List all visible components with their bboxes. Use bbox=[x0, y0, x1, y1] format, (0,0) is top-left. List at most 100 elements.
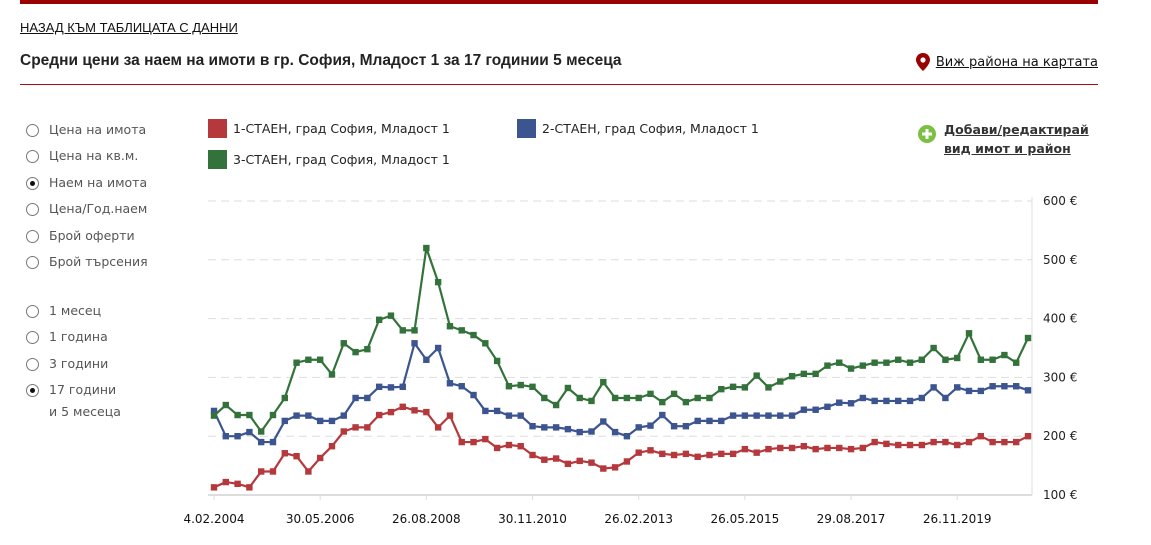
back-to-table-link[interactable]: НАЗАД КЪМ ТАБЛИЦАТА С ДАННИ bbox=[20, 20, 238, 35]
series-2-point bbox=[482, 407, 489, 415]
radio-label: Брой търсения bbox=[49, 251, 148, 273]
radio-circle[interactable] bbox=[26, 331, 39, 344]
series-3-point bbox=[836, 359, 843, 366]
series-3-point bbox=[269, 411, 277, 419]
radio-circle[interactable] bbox=[26, 256, 39, 269]
add-edit-property-link[interactable]: Добави/редактирай вид имот и район bbox=[918, 119, 1089, 157]
series-line-3 bbox=[213, 246, 1029, 433]
series-3-point bbox=[340, 340, 347, 347]
radio-circle[interactable] bbox=[26, 150, 39, 163]
series-1-point bbox=[706, 451, 713, 459]
series-2-point bbox=[706, 417, 713, 425]
series-3-point bbox=[352, 348, 359, 356]
map-pin-icon bbox=[915, 53, 930, 71]
metric-radio-4[interactable]: Брой оферти bbox=[26, 228, 135, 247]
series-1-point bbox=[647, 447, 654, 454]
series-2-point bbox=[682, 423, 690, 430]
series-2-point bbox=[257, 438, 265, 446]
series-2-point bbox=[529, 423, 536, 430]
series-1-point bbox=[670, 451, 678, 459]
add-link-line1: Добави/редактирай bbox=[944, 122, 1089, 137]
series-3-point bbox=[505, 383, 513, 390]
series-1-point bbox=[246, 484, 253, 491]
series-1-point bbox=[718, 450, 725, 458]
series-2-point bbox=[812, 406, 819, 413]
legend-label: 2-СТАЕН, град София, Младост 1 bbox=[542, 121, 759, 136]
series-2-point bbox=[765, 412, 772, 419]
page-title: Средни цени за наем на имоти в гр. София… bbox=[20, 52, 622, 69]
radio-label: Цена на кв.м. bbox=[49, 145, 138, 167]
series-3-point bbox=[446, 323, 454, 330]
metric-radio-1[interactable]: Цена на кв.м. bbox=[26, 148, 138, 167]
series-3-point bbox=[847, 365, 855, 372]
series-1-point bbox=[741, 445, 749, 453]
period-radio-1[interactable]: 1 година bbox=[26, 329, 108, 348]
view-map-link[interactable]: Виж района на картата bbox=[915, 53, 1098, 71]
series-2-point bbox=[836, 399, 843, 406]
series-2-point bbox=[647, 422, 654, 429]
radio-circle[interactable] bbox=[26, 384, 39, 397]
series-2-point bbox=[423, 356, 430, 363]
period-radio-3[interactable]: 17 години и 5 месеца bbox=[26, 382, 121, 423]
series-3-point bbox=[210, 412, 218, 419]
legend-item-3-room[interactable]: 3-СТАЕН, град София, Младост 1 bbox=[208, 150, 450, 169]
series-1-point bbox=[753, 449, 760, 456]
series-2-point bbox=[977, 387, 985, 395]
series-1-point bbox=[293, 452, 300, 460]
legend-swatch bbox=[517, 119, 536, 138]
metric-radio-5[interactable]: Брой търсения bbox=[26, 254, 148, 273]
series-1-point bbox=[836, 444, 843, 452]
series-1-point bbox=[847, 445, 855, 453]
radio-circle[interactable] bbox=[26, 203, 39, 216]
series-3-point bbox=[788, 373, 796, 380]
legend-item-1-room[interactable]: 1-СТАЕН, град София, Младост 1 bbox=[208, 119, 450, 138]
series-2-point bbox=[375, 383, 383, 391]
series-1-point bbox=[883, 440, 890, 448]
series-2-point bbox=[788, 412, 796, 419]
legend-item-2-room[interactable]: 2-СТАЕН, град София, Младост 1 bbox=[517, 119, 759, 138]
series-3-point bbox=[718, 385, 725, 393]
series-3-point bbox=[222, 401, 229, 409]
radio-circle[interactable] bbox=[26, 124, 39, 137]
series-2-point bbox=[670, 423, 678, 430]
metric-radio-3[interactable]: Цена/Год.наем bbox=[26, 201, 148, 220]
radio-label: 3 години bbox=[49, 353, 108, 375]
metric-radio-2[interactable]: Наем на имота bbox=[26, 175, 147, 194]
radio-label-text: Цена/Год.наем bbox=[49, 201, 148, 216]
series-3-point bbox=[989, 356, 996, 363]
series-1-point bbox=[517, 442, 524, 450]
metric-radio-0[interactable]: Цена на имота bbox=[26, 122, 146, 141]
series-2-point bbox=[1013, 383, 1020, 390]
radio-circle[interactable] bbox=[26, 230, 39, 243]
series-3-point bbox=[635, 394, 642, 402]
radio-circle[interactable] bbox=[26, 305, 39, 318]
radio-label: Цена на имота bbox=[49, 119, 146, 141]
series-2-point bbox=[505, 412, 513, 419]
y-tick-label: 100 € bbox=[1043, 488, 1077, 502]
radio-label: Брой оферти bbox=[49, 225, 135, 247]
series-2-point bbox=[777, 412, 784, 419]
series-2-point bbox=[883, 397, 890, 405]
series-1-point bbox=[234, 480, 241, 488]
series-3-point bbox=[328, 371, 336, 378]
series-2-point bbox=[364, 394, 371, 402]
series-3-point bbox=[470, 331, 477, 339]
radio-circle[interactable] bbox=[26, 358, 39, 371]
series-3-point bbox=[316, 356, 324, 363]
series-2-point bbox=[340, 412, 347, 419]
series-3-point bbox=[942, 356, 949, 363]
series-2-point bbox=[576, 428, 583, 436]
series-3-point bbox=[812, 370, 819, 378]
series-2-point bbox=[800, 406, 808, 413]
series-1-point bbox=[918, 441, 926, 449]
series-1-point bbox=[965, 438, 973, 446]
period-radio-0[interactable]: 1 месец bbox=[26, 303, 101, 322]
x-tick-label: 26.08.2008 bbox=[392, 512, 461, 526]
radio-circle[interactable] bbox=[26, 177, 39, 190]
series-3-point bbox=[293, 359, 300, 366]
series-3-point bbox=[1024, 334, 1032, 342]
period-radio-2[interactable]: 3 години bbox=[26, 356, 108, 375]
y-tick-label: 400 € bbox=[1043, 312, 1077, 326]
series-3-point bbox=[906, 359, 914, 366]
